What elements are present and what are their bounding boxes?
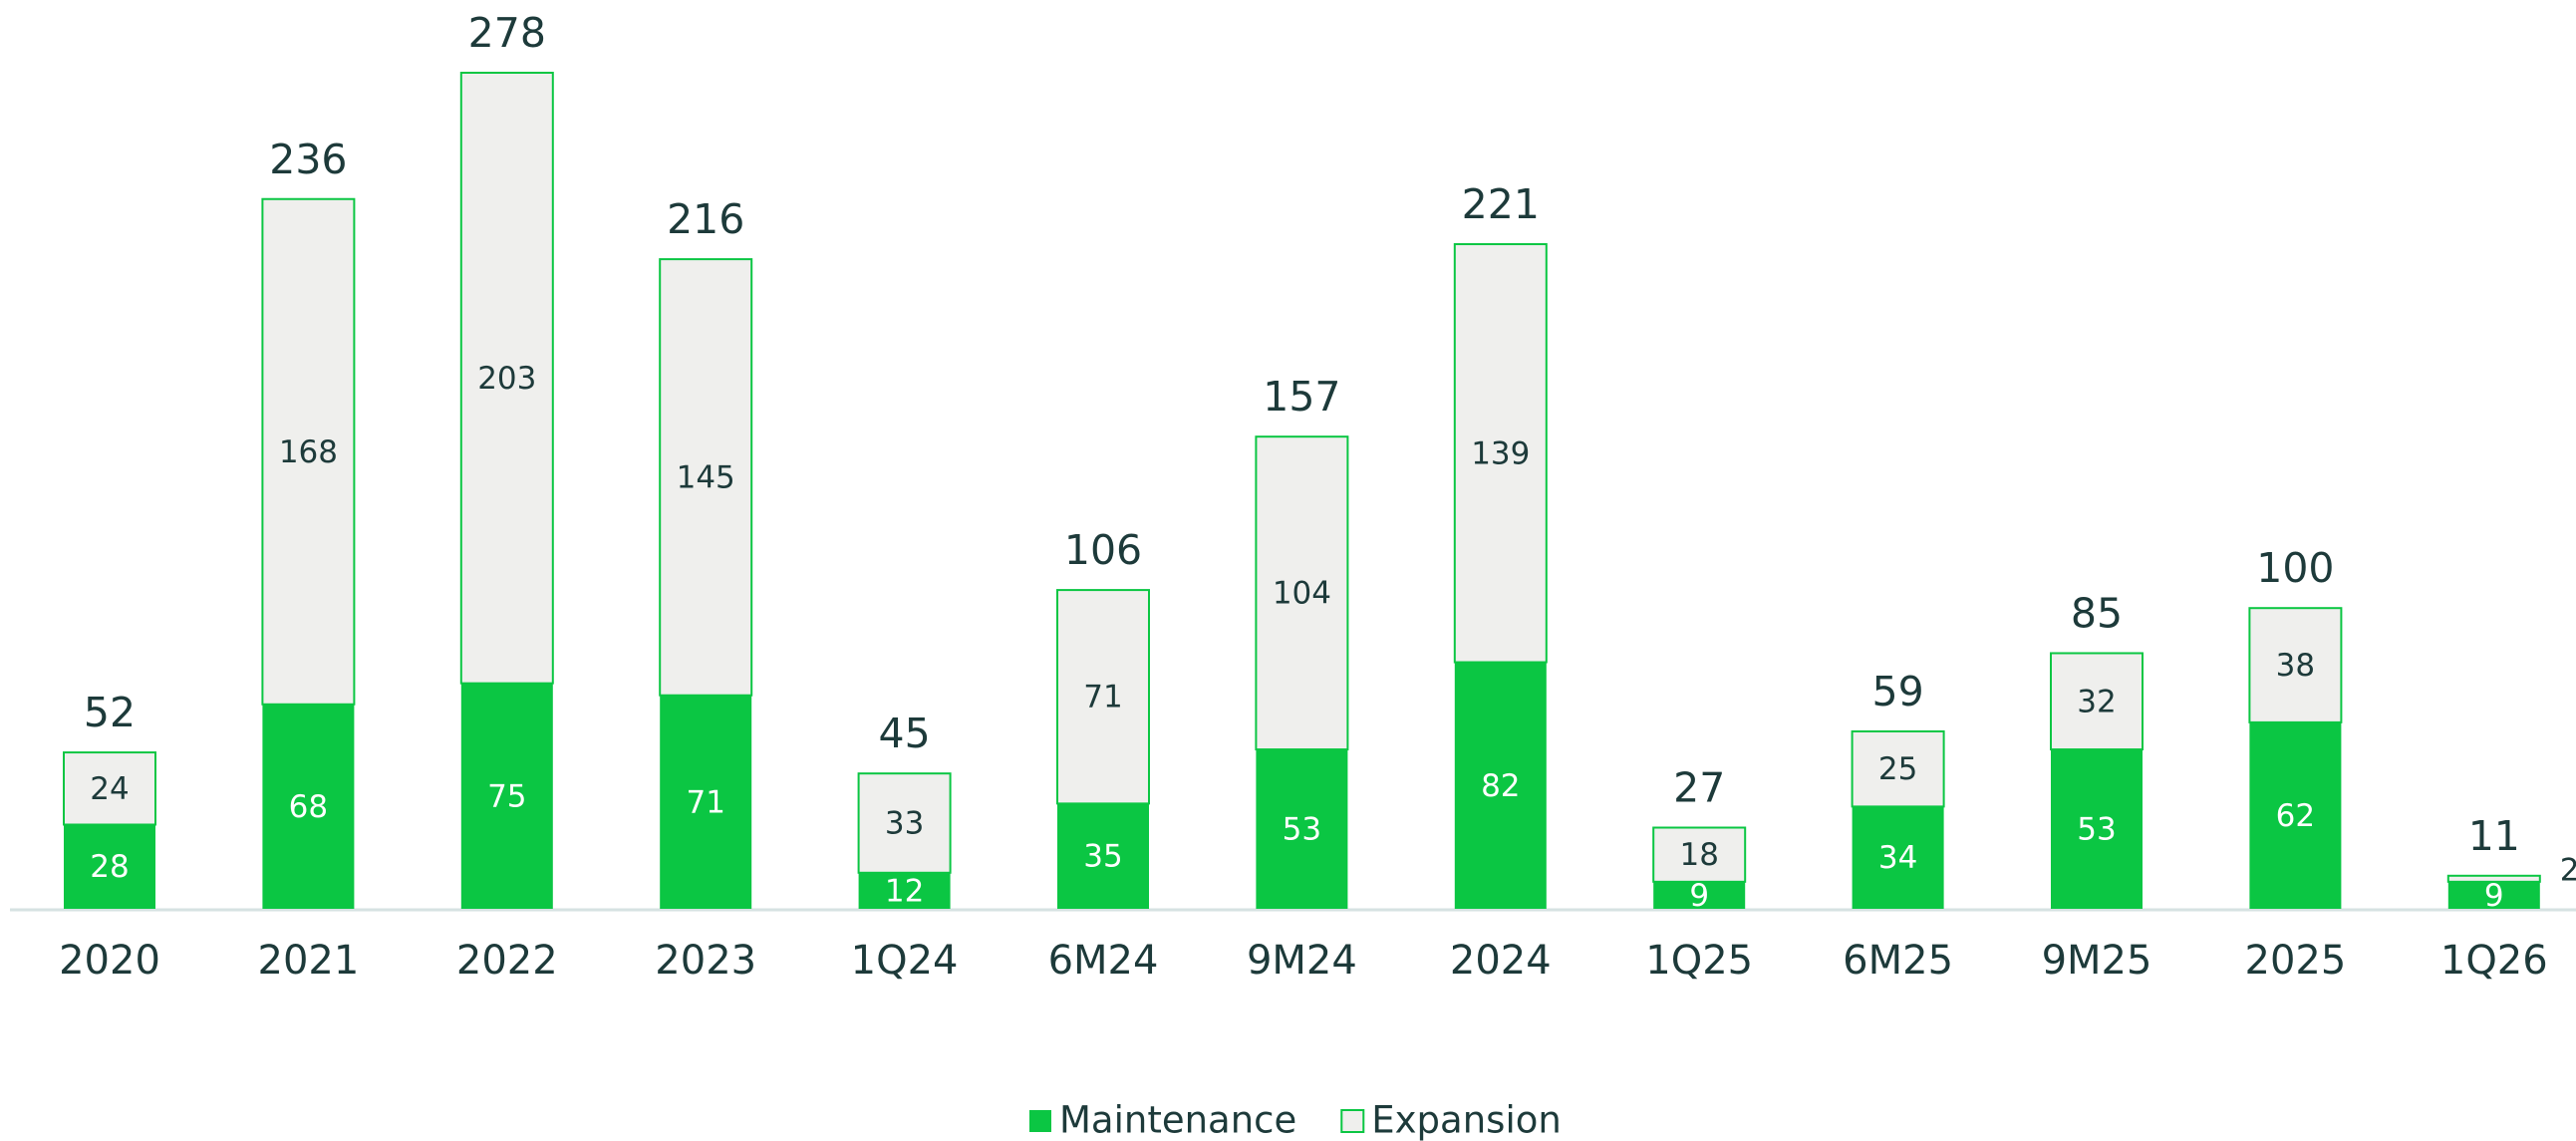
segment-label: 28 — [90, 849, 129, 885]
bar-segment — [63, 751, 156, 826]
segment-label: 203 — [477, 361, 536, 397]
x-tick-label: 2024 — [1450, 938, 1552, 984]
x-tick-label: 2022 — [456, 938, 558, 984]
segment-label: 9 — [1689, 878, 1709, 914]
segment-label: 12 — [885, 873, 924, 909]
total-label: 216 — [667, 195, 744, 243]
bar-segment — [1852, 806, 1944, 909]
bar-segment — [2249, 721, 2342, 909]
segment-label: 2 — [2560, 852, 2576, 888]
legend-swatch — [1029, 1110, 1051, 1132]
segment-label: 34 — [1878, 840, 1917, 876]
bar-segment — [1851, 729, 1945, 808]
segment-label: 71 — [1083, 680, 1122, 715]
x-tick-label: 6M24 — [1048, 938, 1159, 984]
bar-segment — [659, 258, 753, 697]
segment-label: 24 — [90, 771, 129, 807]
total-label: 11 — [2468, 812, 2520, 860]
bar-segment — [459, 72, 554, 685]
bar-segment — [1256, 749, 1348, 909]
segment-label: 53 — [2077, 812, 2116, 848]
bar-segment — [2446, 874, 2541, 883]
x-tick-label: 2021 — [258, 938, 360, 984]
x-tick-label: 1Q25 — [1645, 938, 1753, 984]
total-label: 106 — [1064, 526, 1142, 574]
bar-segment — [460, 683, 553, 909]
bar-segment — [858, 872, 951, 909]
bar-segment — [1057, 803, 1149, 909]
segment-label: 68 — [289, 789, 328, 825]
total-label: 157 — [1263, 373, 1340, 421]
segment-label: 168 — [279, 434, 338, 470]
bar-segment — [2051, 749, 2143, 909]
x-tick-label: 6M25 — [1843, 938, 1953, 984]
total-label: 59 — [1872, 668, 1924, 715]
x-tick-label: 2020 — [59, 938, 160, 984]
bar-segment — [2248, 607, 2343, 723]
segment-label: 38 — [2276, 648, 2315, 684]
segment-label: 145 — [677, 459, 735, 495]
legend-label: Maintenance — [1059, 1099, 1296, 1141]
x-tick-label: 1Q26 — [2440, 938, 2548, 984]
segment-label: 32 — [2077, 684, 2116, 719]
segment-label: 9 — [2484, 878, 2504, 914]
legend-swatch — [1340, 1109, 1365, 1133]
segment-label: 71 — [686, 784, 724, 820]
segment-label: 33 — [885, 805, 924, 841]
total-label: 100 — [2256, 544, 2334, 592]
legend-label: Expansion — [1371, 1099, 1562, 1141]
segment-label: 25 — [1878, 751, 1917, 787]
x-tick-label: 1Q24 — [851, 938, 959, 984]
bar-segment — [1652, 826, 1747, 883]
bar-segment — [1453, 243, 1548, 664]
bar-segment — [660, 695, 752, 909]
total-label: 85 — [2071, 589, 2123, 637]
x-tick-label: 2025 — [2245, 938, 2347, 984]
segment-label: 35 — [1083, 839, 1122, 875]
bar-segment — [1454, 662, 1547, 909]
bar-segment — [262, 704, 355, 909]
segment-label: 75 — [487, 778, 526, 814]
total-label: 27 — [1673, 764, 1725, 812]
total-label: 45 — [879, 710, 931, 757]
bar-segment — [64, 824, 155, 909]
x-tick-label: 9M24 — [1247, 938, 1357, 984]
segment-label: 62 — [2276, 798, 2315, 834]
segment-label: 139 — [1471, 435, 1530, 471]
bar-segment — [1653, 881, 1746, 909]
segment-label: 18 — [1679, 837, 1718, 873]
bar-segment — [1056, 589, 1150, 805]
total-label: 278 — [468, 9, 546, 57]
x-tick-label: 9M25 — [2042, 938, 2152, 984]
bar-segment — [1255, 435, 1349, 751]
total-label: 52 — [84, 689, 136, 736]
bar-segment — [2050, 652, 2144, 751]
bar-segment — [857, 772, 952, 874]
bar-segment — [2447, 881, 2540, 909]
x-tick-label: 2023 — [655, 938, 756, 984]
total-label: 221 — [1462, 180, 1540, 228]
segment-label: 104 — [1273, 576, 1331, 612]
segment-label: 53 — [1283, 812, 1321, 848]
segment-label: 82 — [1481, 768, 1520, 804]
total-label: 236 — [269, 136, 347, 183]
bar-segment — [261, 197, 356, 706]
